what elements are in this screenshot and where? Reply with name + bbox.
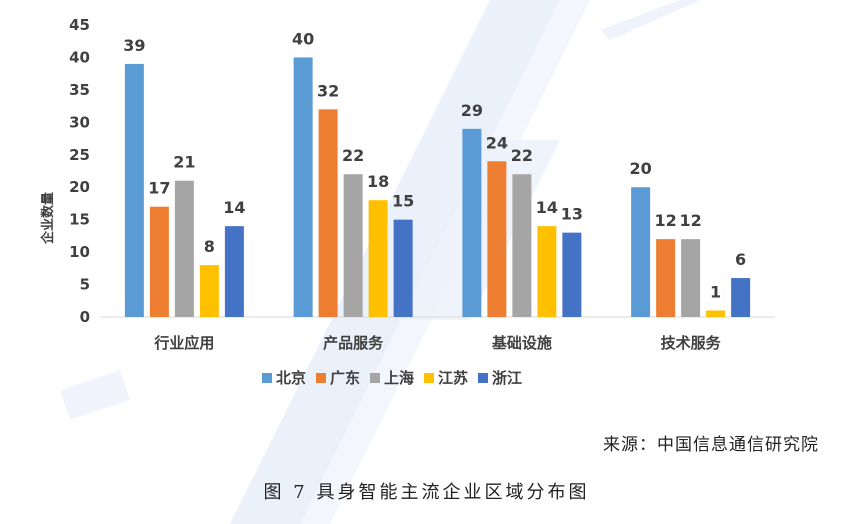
category-label: 技术服务 — [661, 334, 722, 352]
bar-上海 — [512, 174, 532, 317]
bar-江苏 — [537, 226, 557, 317]
data-label: 12 — [679, 211, 701, 230]
bar-上海 — [174, 180, 194, 317]
bar-广东 — [149, 206, 169, 317]
data-label: 6 — [735, 250, 746, 269]
y-tick-label: 45 — [69, 16, 90, 34]
y-axis-ticks: 0 5 10 15 20 25 30 35 40 45 — [69, 16, 90, 326]
legend-label: 广东 — [330, 369, 360, 387]
data-label: 21 — [173, 153, 195, 172]
bar-北京 — [124, 63, 144, 317]
bar-江苏 — [199, 265, 219, 317]
data-label: 12 — [654, 211, 676, 230]
legend-label: 北京 — [276, 369, 306, 387]
y-tick-label: 35 — [69, 81, 90, 99]
figure-caption: 图 7 具身智能主流企业区域分布图 — [263, 482, 590, 503]
data-label: 13 — [561, 205, 583, 224]
legend-swatch — [316, 373, 326, 383]
data-label: 29 — [461, 101, 483, 120]
data-label: 20 — [629, 159, 651, 178]
bar-上海 — [343, 174, 363, 317]
legend-label: 浙江 — [492, 369, 522, 387]
legend-swatch — [262, 373, 272, 383]
data-label: 22 — [511, 146, 533, 165]
data-label: 39 — [123, 36, 145, 55]
data-label: 14 — [223, 198, 245, 217]
legend-label: 江苏 — [438, 369, 468, 387]
bar-北京 — [293, 57, 313, 317]
y-tick-label: 25 — [69, 146, 90, 164]
data-label: 40 — [292, 29, 314, 48]
y-axis-title: 企业数量 — [40, 192, 56, 245]
legend-label: 上海 — [384, 369, 414, 387]
category-labels: 行业应用 产品服务 基础设施 技术服务 — [153, 334, 721, 352]
source-note: 来源：中国信息通信研究院 — [603, 435, 819, 455]
bar-上海 — [681, 239, 701, 317]
data-label: 18 — [367, 172, 389, 191]
bar-江苏 — [706, 310, 726, 317]
data-label: 32 — [317, 81, 339, 100]
bar-浙江 — [731, 278, 751, 317]
y-tick-label: 0 — [80, 308, 90, 326]
legend: 北京 广东 上海 江苏 浙江 — [262, 369, 522, 387]
y-tick-label: 5 — [80, 276, 90, 294]
category-label: 产品服务 — [323, 334, 384, 352]
bar-广东 — [318, 109, 338, 317]
bar-北京 — [462, 128, 482, 317]
bars-group — [124, 57, 751, 317]
legend-swatch — [370, 373, 380, 383]
data-label: 22 — [342, 146, 364, 165]
bar-江苏 — [368, 200, 388, 317]
y-tick-label: 10 — [69, 243, 90, 261]
legend-swatch — [478, 373, 488, 383]
bar-北京 — [631, 187, 651, 317]
bar-浙江 — [562, 232, 582, 317]
legend-swatch — [424, 373, 434, 383]
bar-浙江 — [393, 219, 413, 317]
bar-广东 — [656, 239, 676, 317]
y-tick-label: 40 — [69, 48, 90, 66]
category-label: 行业应用 — [153, 334, 214, 352]
data-label: 15 — [392, 192, 414, 211]
data-label: 8 — [204, 237, 215, 256]
data-label: 17 — [148, 179, 170, 198]
y-tick-label: 15 — [69, 211, 90, 229]
data-label: 14 — [536, 198, 558, 217]
y-tick-label: 20 — [69, 178, 90, 196]
y-tick-label: 30 — [69, 113, 90, 131]
data-label: 1 — [710, 283, 721, 302]
bar-浙江 — [224, 226, 244, 317]
category-label: 基础设施 — [491, 334, 552, 352]
data-label: 24 — [486, 133, 508, 152]
bar-广东 — [487, 161, 507, 317]
